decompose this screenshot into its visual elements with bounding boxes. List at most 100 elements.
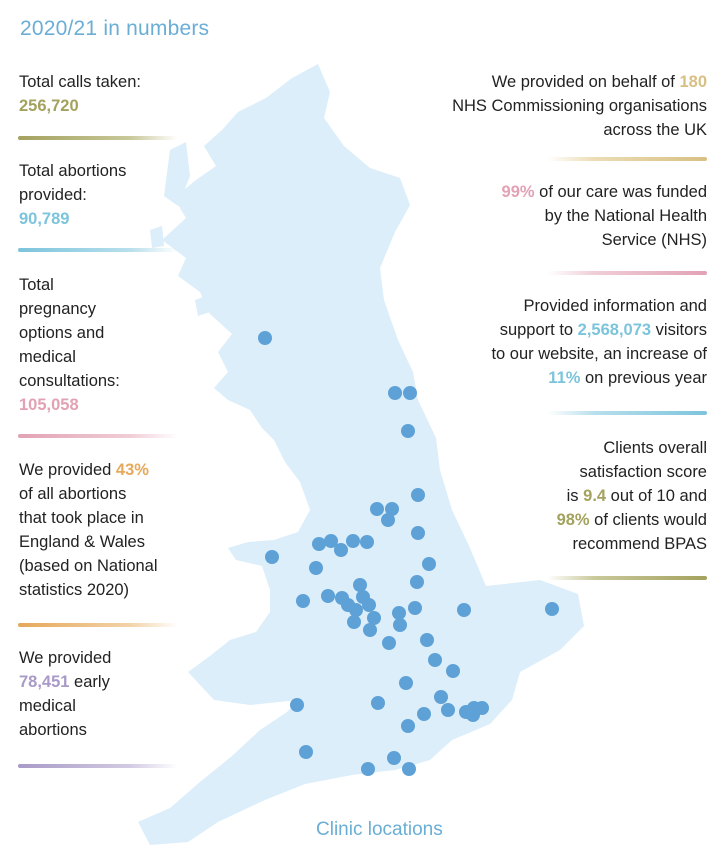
stat-satisfaction-score: 9.4 <box>583 487 607 505</box>
clinic-location-dot <box>353 578 367 592</box>
clinic-location-dot <box>347 615 361 629</box>
clinic-location-dot <box>371 696 385 710</box>
clinic-location-dot <box>381 513 395 527</box>
stat-share-text: of all abortions <box>19 485 127 503</box>
page-title: 2020/21 in numbers <box>20 17 210 40</box>
divider <box>18 623 178 627</box>
stat-website-suffix: visitors <box>651 321 707 339</box>
stat-share-text: that took place in <box>19 509 144 527</box>
stat-satisfaction: Clients overall satisfaction score is 9.… <box>557 436 707 556</box>
stat-early-text: abortions <box>19 721 87 739</box>
clinic-location-dot <box>411 526 425 540</box>
island-shape <box>236 546 252 560</box>
stat-website-text: Provided information and <box>523 297 707 315</box>
clinic-location-dot <box>324 534 338 548</box>
stat-early-text: medical <box>19 697 76 715</box>
divider <box>547 271 707 275</box>
stat-share-text: England & Wales <box>19 533 145 551</box>
clinic-location-dot <box>446 664 460 678</box>
clinic-location-dot <box>401 424 415 438</box>
stat-early-text: We provided <box>19 649 112 667</box>
clinic-location-dot <box>410 575 424 589</box>
uk-landmass <box>138 64 584 845</box>
divider <box>18 434 178 438</box>
divider <box>547 411 707 415</box>
clinic-location-dot <box>385 502 399 516</box>
stat-satisfaction-text: recommend BPAS <box>572 535 708 553</box>
clinic-location-dot <box>457 603 471 617</box>
stat-satisfaction-text: Clients overall <box>603 439 707 457</box>
divider <box>547 157 707 161</box>
clinic-location-dot <box>399 676 413 690</box>
island-shape <box>372 738 394 752</box>
clinic-location-dot <box>388 386 402 400</box>
clinic-location-dot <box>360 535 374 549</box>
divider <box>547 576 707 580</box>
stat-satisfaction-text: satisfaction score <box>579 463 707 481</box>
stat-consultations-label: Total <box>19 276 54 294</box>
clinic-location-dot <box>321 589 335 603</box>
stat-funding: 99% of our care was funded by the Nation… <box>502 180 707 252</box>
stat-consultations-label: consultations: <box>19 372 120 390</box>
stat-calls: Total calls taken: 256,720 <box>19 70 141 118</box>
stat-satisfaction-recommend-value: 98% <box>556 511 590 529</box>
outer-hebrides-shape <box>164 142 190 206</box>
stat-consultations-label: pregnancy <box>19 300 97 318</box>
stat-consultations-label: options and <box>19 324 105 342</box>
stat-funding-value: 99% <box>501 183 535 201</box>
stat-consultations: Total pregnancy options and medical cons… <box>19 273 120 417</box>
divider <box>18 248 178 252</box>
stat-satisfaction-suffix: out of 10 and <box>606 487 707 505</box>
stat-calls-label: Total calls taken: <box>19 73 141 91</box>
clinic-location-dot <box>290 698 304 712</box>
stat-consultations-label: medical <box>19 348 76 366</box>
stat-website-growth-suffix: on previous year <box>580 369 707 387</box>
clinic-location-dot <box>309 561 323 575</box>
stat-website-growth-value: 11% <box>548 369 581 387</box>
clinic-location-dot <box>346 534 360 548</box>
clinic-location-dot <box>417 707 431 721</box>
clinic-location-dot <box>382 636 396 650</box>
clinic-location-dot <box>367 611 381 625</box>
stat-early-suffix: early <box>69 673 110 691</box>
stat-funding-text: Service (NHS) <box>601 231 707 249</box>
stat-consultations-value: 105,058 <box>19 396 79 414</box>
stat-share-text: statistics 2020) <box>19 581 130 599</box>
stat-abortions-value: 90,789 <box>19 210 70 228</box>
island-shape <box>150 226 164 248</box>
clinic-location-dot <box>362 598 376 612</box>
clinic-location-dot <box>370 502 384 516</box>
stat-early-value: 78,451 <box>19 673 70 691</box>
clinic-location-dot <box>392 606 406 620</box>
clinic-location-dot <box>422 557 436 571</box>
stat-satisfaction-suffix: of clients would <box>589 511 707 529</box>
clinic-location-dot <box>402 762 416 776</box>
clinic-location-dot <box>441 703 455 717</box>
stat-satisfaction-prefix: is <box>566 487 584 505</box>
stat-nhs-orgs: We provided on behalf of 180 NHS Commiss… <box>452 70 707 142</box>
clinic-location-dot <box>258 331 272 345</box>
island-shape <box>195 296 210 316</box>
clinic-location-dot <box>408 601 422 615</box>
stat-website: Provided information and support to 2,56… <box>491 294 707 390</box>
clinic-location-dot <box>420 633 434 647</box>
stat-share-value: 43% <box>115 461 149 479</box>
stat-funding-suffix: of our care was funded <box>534 183 707 201</box>
great-britain-shape <box>138 64 584 845</box>
clinic-location-dot <box>545 602 559 616</box>
clinic-location-dot <box>387 751 401 765</box>
stat-website-prefix: support to <box>499 321 578 339</box>
clinic-location-dot <box>401 719 415 733</box>
clinic-location-dot <box>334 543 348 557</box>
clinic-location-dot <box>428 653 442 667</box>
clinic-location-dot <box>466 708 480 722</box>
clinic-location-dot <box>265 550 279 564</box>
clinic-location-dot <box>403 386 417 400</box>
stat-nhs-orgs-value: 180 <box>679 73 707 91</box>
clinic-location-dot <box>299 745 313 759</box>
stat-website-text: to our website, an increase of <box>491 345 707 363</box>
clinic-location-dot <box>411 488 425 502</box>
clinic-location-dot <box>296 594 310 608</box>
stat-share: We provided 43% of all abortions that to… <box>19 458 158 602</box>
